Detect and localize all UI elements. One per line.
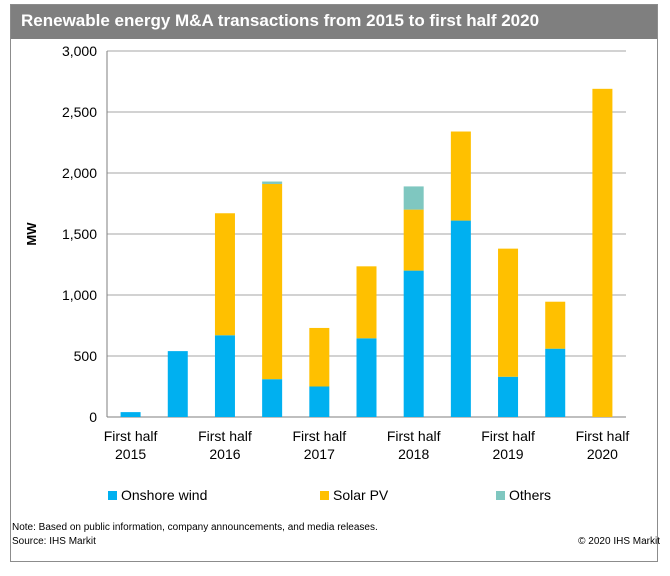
legend-swatch-others [496, 490, 505, 500]
bar-solar-pv [592, 88, 613, 417]
bar-solar-pv [309, 327, 330, 387]
x-tick-label: 2018 [398, 446, 429, 462]
bar-onshore-wind [356, 338, 377, 417]
y-tick-label: 500 [74, 348, 98, 364]
legend-item-onshore-wind: Onshore wind [108, 487, 207, 503]
y-tick-label: 3,000 [62, 43, 97, 59]
bar-onshore-wind [167, 351, 188, 417]
copyright-text: © 2020 IHS Markit [578, 536, 660, 547]
bar-solar-pv [403, 209, 424, 271]
bar-onshore-wind [545, 348, 566, 417]
bar-solar-pv [356, 266, 377, 339]
bar-others [262, 181, 283, 184]
x-tick-label: 2019 [492, 446, 523, 462]
bar-onshore-wind [262, 379, 283, 417]
x-tick-label: First half [198, 428, 252, 444]
bar-onshore-wind [498, 376, 519, 417]
bar-solar-pv [214, 213, 235, 336]
x-tick-label: First half [292, 428, 346, 444]
chart-title: Renewable energy M&A transactions from 2… [21, 11, 540, 30]
bar-solar-pv [450, 131, 471, 221]
x-tick-label: First half [481, 428, 535, 444]
bar-onshore-wind [214, 335, 235, 417]
y-tick-label: 2,500 [62, 104, 97, 120]
x-tick-label: First half [576, 428, 630, 444]
y-tick-label: 1,500 [62, 226, 97, 242]
legend-label-others: Others [509, 487, 552, 503]
bar-solar-pv [545, 301, 566, 349]
x-tick-label: 2015 [115, 446, 146, 462]
bar-onshore-wind [403, 270, 424, 417]
x-tick-label: 2017 [304, 446, 335, 462]
bar-solar-pv [498, 248, 519, 377]
source-text: Source: IHS Markit [12, 536, 96, 547]
x-tick-label: First half [387, 428, 441, 444]
footnote: Note: Based on public information, compa… [12, 522, 378, 533]
y-tick-label: 2,000 [62, 165, 97, 181]
legend-label-solar-pv: Solar PV [333, 487, 389, 503]
chart-frame: Renewable energy M&A transactions from 2… [10, 4, 658, 562]
bar-solar-pv [262, 183, 283, 380]
bar-onshore-wind [309, 386, 330, 417]
bar-onshore-wind [120, 412, 141, 417]
legend-item-others: Others [496, 487, 551, 503]
legend-item-solar-pv: Solar PV [320, 487, 388, 503]
legend-label-onshore-wind: Onshore wind [121, 487, 208, 503]
legend-swatch-solar-pv [320, 490, 329, 500]
title-bar: Renewable energy M&A transactions from 2… [11, 5, 657, 39]
x-tick-label: 2020 [587, 446, 618, 462]
bar-others [403, 186, 424, 210]
y-tick-label: 0 [89, 409, 97, 425]
x-tick-label: First half [104, 428, 158, 444]
bar-onshore-wind [450, 220, 471, 417]
x-tick-label: 2016 [209, 446, 240, 462]
y-tick-label: 1,000 [62, 287, 97, 303]
legend-swatch-onshore-wind [108, 490, 117, 500]
y-axis-label: MW [24, 222, 39, 246]
